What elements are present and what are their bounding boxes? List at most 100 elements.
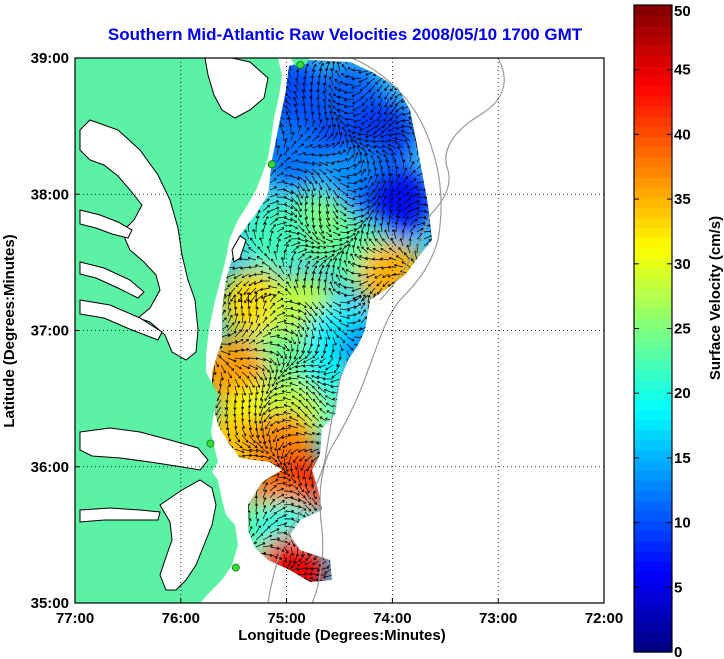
x-tick-label: 76:00 xyxy=(162,610,200,627)
chart-title: Southern Mid-Atlantic Raw Velocities 200… xyxy=(108,25,583,44)
delmarva-coastal-bays xyxy=(231,235,247,263)
colorbar-band xyxy=(634,368,672,380)
y-tick-label: 36:00 xyxy=(31,459,69,476)
y-tick-label: 35:00 xyxy=(31,595,69,612)
colorbar-band xyxy=(634,247,672,259)
colorbar-tick-label: 50 xyxy=(674,3,691,20)
colorbar-band xyxy=(634,631,672,643)
bathymetry-contour xyxy=(311,58,442,603)
colorbar-tick-label: 10 xyxy=(674,515,691,532)
colorbar-band xyxy=(634,449,672,461)
colorbar-band xyxy=(634,470,672,481)
colorbar-band xyxy=(634,318,672,330)
bathymetry-contour-south xyxy=(267,359,346,603)
colorbar-band xyxy=(634,389,672,400)
colorbar-title: Surface Velocity (cm/s) xyxy=(707,216,724,380)
colorbar-tick-label: 25 xyxy=(674,321,691,338)
colorbar-axis: 0 5 10 15 20 25 30 35 40 45 50 xyxy=(634,3,691,659)
y-tick-label: 38:00 xyxy=(31,186,69,203)
bathymetry-contour-outer xyxy=(379,58,505,301)
colorbar-band xyxy=(634,520,672,532)
colorbar-band xyxy=(634,15,672,26)
x-tick-label: 75:00 xyxy=(267,610,305,627)
colorbar-band xyxy=(634,338,672,350)
colorbar-band xyxy=(634,500,672,512)
colorbar-band xyxy=(634,186,672,198)
colorbar-band xyxy=(634,237,672,249)
colorbar-band xyxy=(634,409,672,421)
colorbar-band xyxy=(634,35,672,47)
speed-region xyxy=(363,167,432,236)
plot-area xyxy=(75,58,604,603)
colorbar-band xyxy=(634,591,672,603)
colorbar-band xyxy=(634,298,672,309)
colorbar-band xyxy=(634,439,672,451)
colorbar-band xyxy=(634,288,672,299)
radar-station-marker xyxy=(267,160,276,169)
colorbar-tick-label: 0 xyxy=(674,644,682,659)
rappahannock-river xyxy=(79,261,145,299)
colorbar-band xyxy=(634,277,672,289)
colorbar-band xyxy=(634,641,672,653)
colorbar-tick-label: 20 xyxy=(674,385,691,402)
colorbar-band xyxy=(634,55,672,67)
colorbar-band xyxy=(634,146,672,158)
colorbar-band xyxy=(634,136,672,148)
colorbar-tick-label: 30 xyxy=(674,256,691,273)
colorbar-band xyxy=(634,480,672,491)
x-tick-label: 73:00 xyxy=(479,610,517,627)
colorbar-band xyxy=(634,95,672,107)
colorbar-gradient xyxy=(634,5,672,653)
colorbar-tick-label: 40 xyxy=(674,126,691,143)
colorbar-band xyxy=(634,166,672,178)
colorbar-band xyxy=(634,510,672,522)
colorbar-band xyxy=(634,581,672,592)
colorbar-band xyxy=(634,227,672,239)
albemarle-sound xyxy=(79,427,209,471)
colorbar-band xyxy=(634,328,672,340)
james-river xyxy=(79,299,163,341)
pamlico-sound xyxy=(159,479,217,591)
colorbar-band xyxy=(634,207,672,218)
colorbar-band xyxy=(634,530,672,542)
colorbar-band xyxy=(634,5,672,16)
x-axis-title: Longitude (Degrees:Minutes) xyxy=(238,627,446,644)
colorbar-band xyxy=(634,540,672,552)
colorbar-band xyxy=(634,156,672,168)
y-axis-title: Latitude (Degrees:Minutes) xyxy=(1,234,18,427)
y-tick-label: 39:00 xyxy=(31,50,69,67)
colorbar-band xyxy=(634,217,672,229)
x-tick-label: 74:00 xyxy=(373,610,411,627)
colorbar-band xyxy=(634,601,672,613)
colorbar-band xyxy=(634,267,672,279)
colorbar-band xyxy=(634,116,672,127)
colorbar-band xyxy=(634,197,672,208)
colorbar-band xyxy=(634,611,672,623)
radar-stations xyxy=(206,60,305,572)
colorbar-band xyxy=(634,358,672,370)
colorbar-band xyxy=(634,308,672,319)
colorbar-band xyxy=(634,490,672,501)
colorbar-band xyxy=(634,621,672,633)
x-axis: 77:00 76:00 75:00 74:00 73:00 72:00 xyxy=(56,598,623,627)
colorbar-band xyxy=(634,85,672,97)
colorbar-band xyxy=(634,459,672,471)
colorbar-band xyxy=(634,571,672,582)
colorbar-band xyxy=(634,379,672,390)
delaware-bay xyxy=(204,58,269,119)
potomac-river xyxy=(79,209,133,239)
colorbar-band xyxy=(634,176,672,188)
colorbar-band xyxy=(634,75,672,87)
pamlico-river xyxy=(79,507,161,523)
y-axis: 35:00 36:00 37:00 38:00 39:00 xyxy=(31,50,80,612)
colorbar-tick-label: 35 xyxy=(674,191,691,208)
colorbar-tick-label: 45 xyxy=(674,62,691,79)
colorbar-band xyxy=(634,106,672,117)
colorbar-band xyxy=(634,399,672,410)
colorbar-band xyxy=(634,419,672,431)
colorbar-tick-label: 15 xyxy=(674,450,691,467)
colorbar-band xyxy=(634,348,672,360)
radar-station-marker xyxy=(296,60,305,69)
colorbar-band xyxy=(634,25,672,36)
